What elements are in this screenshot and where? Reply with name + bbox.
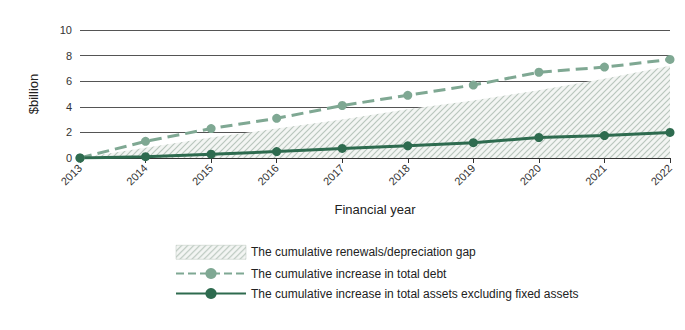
svg-text:2022: 2022	[648, 162, 674, 188]
svg-text:2020: 2020	[517, 162, 543, 188]
svg-text:Financial year: Financial year	[335, 202, 417, 217]
svg-text:6: 6	[66, 75, 72, 87]
svg-text:2017: 2017	[321, 162, 347, 188]
svg-text:The cumulative increase in tot: The cumulative increase in total assets …	[251, 287, 579, 301]
svg-text:The cumulative increase in tot: The cumulative increase in total debt	[251, 267, 447, 281]
svg-text:0: 0	[66, 152, 72, 164]
svg-text:2016: 2016	[255, 162, 281, 188]
svg-text:8: 8	[66, 50, 72, 62]
svg-text:4: 4	[66, 101, 72, 113]
svg-text:2: 2	[66, 126, 72, 138]
svg-text:2014: 2014	[124, 162, 150, 188]
svg-text:2013: 2013	[58, 162, 84, 188]
svg-text:2021: 2021	[583, 162, 609, 188]
svg-text:2019: 2019	[452, 162, 478, 188]
svg-text:The cumulative renewals/deprec: The cumulative renewals/depreciation gap	[251, 245, 476, 259]
svg-text:2015: 2015	[190, 162, 216, 188]
svg-text:$billion: $billion	[26, 74, 41, 114]
svg-text:10: 10	[60, 24, 72, 36]
svg-text:2018: 2018	[386, 162, 412, 188]
